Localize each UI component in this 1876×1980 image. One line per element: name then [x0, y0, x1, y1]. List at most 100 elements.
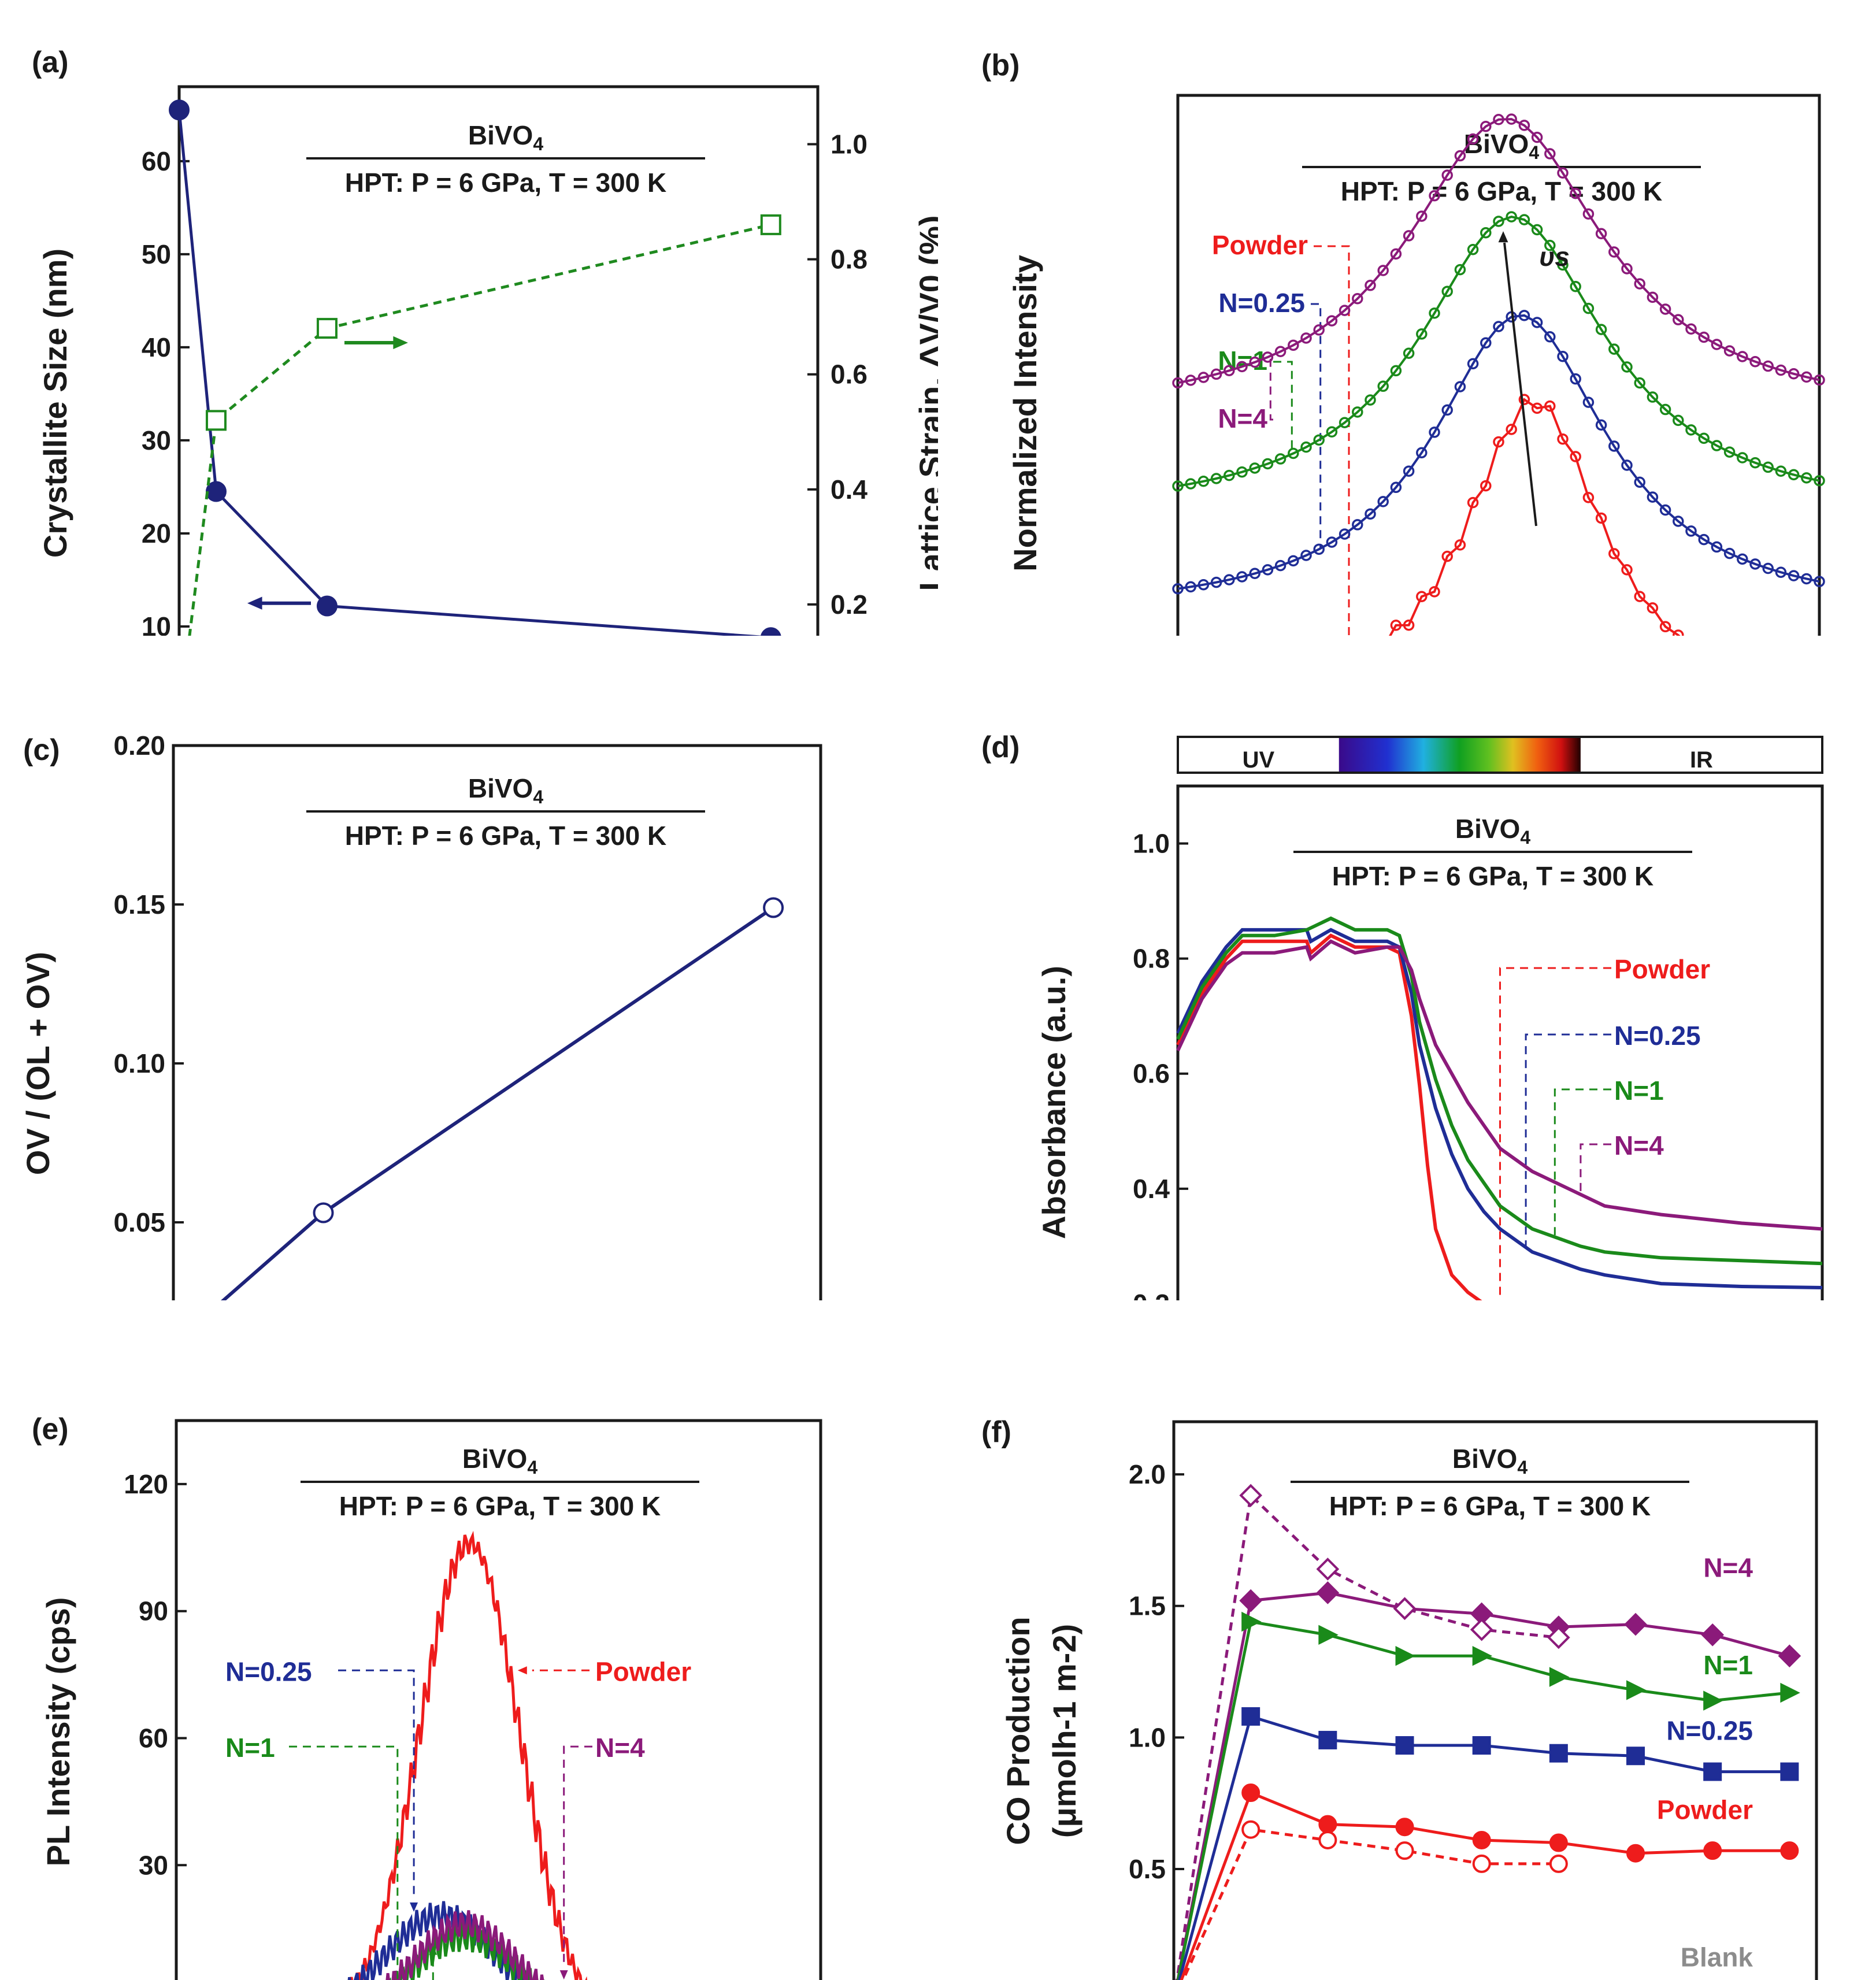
data-point	[1624, 1612, 1647, 1636]
data-point	[1701, 1623, 1725, 1647]
data-point	[1224, 365, 1235, 377]
y-tick-label: 50	[142, 239, 171, 269]
y-tick-label: 40	[142, 332, 171, 362]
data-point	[1608, 343, 1620, 355]
material-label: BiVO4	[1455, 814, 1530, 848]
data-point	[1673, 629, 1684, 636]
peak-shift-arrow	[1503, 242, 1537, 526]
data-point	[1531, 402, 1543, 414]
data-point	[1647, 291, 1659, 303]
plot-frame	[1172, 1420, 1818, 1980]
plot-frame	[175, 1419, 822, 1980]
y-tick-label: 2.0	[1129, 1459, 1166, 1489]
series-label: Blank	[1681, 1942, 1753, 1972]
data-point	[1788, 570, 1800, 581]
series-label: N=4	[1218, 403, 1267, 433]
data-point	[1352, 519, 1363, 531]
data-point	[1647, 391, 1659, 403]
y-tick-label: 0.15	[113, 889, 165, 919]
label-powder: Powder	[595, 1656, 691, 1686]
y-tick-label: 0.20	[113, 731, 165, 761]
data-point	[1274, 346, 1286, 358]
data-point	[1621, 459, 1633, 471]
data-point	[763, 897, 784, 918]
data-point	[1480, 337, 1492, 349]
y-axis-units: (μmolh-1 m-2)	[1046, 1624, 1082, 1838]
data-point	[1608, 440, 1620, 452]
label-n1: N=1	[225, 1733, 275, 1763]
data-point	[205, 481, 227, 502]
data-point	[1493, 321, 1504, 332]
material-label: BiVO4	[468, 773, 543, 807]
conditions-label: HPT: P = 6 GPa, T = 300 K	[1341, 176, 1663, 206]
y-tick-label: 0.5	[1129, 1854, 1166, 1884]
series-label: Powder	[1614, 954, 1710, 984]
data-point	[1673, 414, 1684, 427]
data-point	[1549, 1744, 1568, 1763]
series-label: N=1	[1614, 1076, 1664, 1106]
data-point	[1698, 331, 1710, 343]
data-point	[1288, 447, 1299, 459]
data-point	[1723, 547, 1736, 559]
series-label: N=1	[1703, 1650, 1753, 1680]
data-point	[1241, 1784, 1260, 1802]
data-point	[1621, 263, 1633, 275]
y-axis-label: OV / (OL + OV)	[20, 952, 56, 1175]
data-point	[1172, 480, 1184, 492]
data-point	[316, 595, 338, 617]
data-point	[1365, 280, 1376, 291]
data-point	[1518, 120, 1530, 131]
y2-tick-label: 0.4	[831, 474, 867, 505]
data-point	[1197, 476, 1210, 487]
data-point	[1647, 602, 1659, 614]
data-point	[1472, 1736, 1491, 1755]
data-point	[1441, 169, 1453, 181]
raman-line-n025	[1177, 314, 1820, 590]
data-point	[1801, 371, 1812, 383]
data-point	[1780, 1841, 1799, 1860]
data-point	[1224, 469, 1235, 481]
data-point	[1634, 278, 1645, 290]
data-point	[1210, 576, 1222, 588]
data-point	[1621, 361, 1633, 373]
arrow-head	[247, 596, 262, 610]
data-point	[1659, 621, 1671, 633]
data-point	[1634, 377, 1645, 389]
data-point	[1390, 620, 1402, 631]
y-tick-label: 0.10	[113, 1048, 165, 1078]
conditions-label: HPT: P = 6 GPa, T = 300 K	[339, 1491, 661, 1521]
data-point	[1685, 424, 1697, 436]
data-point	[1814, 475, 1825, 487]
data-point	[1659, 403, 1671, 416]
y-tick-label: 60	[139, 1723, 168, 1753]
pl-line-powder	[349, 1530, 588, 1980]
absorbance-line-n4	[1176, 939, 1823, 1231]
y-tick-label: 0.05	[113, 1207, 165, 1237]
data-point	[1780, 1762, 1799, 1781]
data-point	[316, 318, 338, 339]
data-point	[1313, 324, 1325, 336]
data-point	[1493, 436, 1504, 448]
data-point	[1544, 148, 1556, 160]
visible-spectrum	[1339, 738, 1581, 772]
data-point	[1626, 1844, 1645, 1863]
data-point	[1318, 1730, 1337, 1749]
data-point	[1454, 539, 1466, 551]
data-point	[1185, 581, 1196, 593]
y-tick-label: 0.8	[1133, 944, 1170, 974]
data-point	[1778, 1644, 1801, 1668]
material-label: BiVO4	[468, 120, 543, 154]
data-point	[1249, 462, 1260, 474]
data-point	[1518, 310, 1530, 321]
data-point	[1762, 360, 1774, 372]
raman-line-powder	[1389, 398, 1681, 636]
data-point	[1480, 227, 1492, 239]
data-point	[1365, 508, 1376, 520]
data-point	[1249, 356, 1260, 368]
data-point	[1441, 550, 1453, 562]
y-tick-label: 1.0	[1133, 829, 1170, 859]
y-axis-label: PL Intensity (cps)	[40, 1597, 76, 1867]
panel-label: (a)	[32, 46, 69, 79]
